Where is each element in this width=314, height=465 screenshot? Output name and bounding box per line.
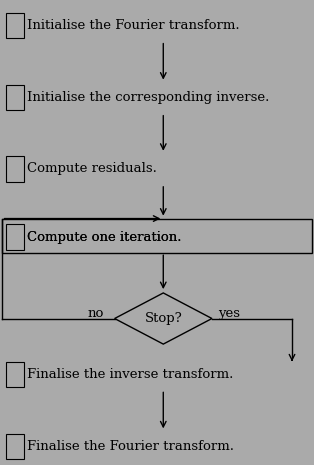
- Bar: [6, 13, 24, 39]
- Polygon shape: [115, 293, 212, 344]
- Text: no: no: [88, 307, 104, 320]
- Text: Compute one iteration.: Compute one iteration.: [27, 231, 181, 244]
- Bar: [6, 433, 24, 459]
- Bar: [6, 362, 24, 387]
- Text: Initialise the Fourier transform.: Initialise the Fourier transform.: [27, 19, 239, 32]
- Bar: [6, 85, 24, 111]
- Bar: [2, 219, 312, 253]
- Text: Stop?: Stop?: [144, 312, 182, 325]
- Bar: [6, 225, 24, 250]
- Text: Compute residuals.: Compute residuals.: [27, 162, 157, 175]
- Text: Finalise the Fourier transform.: Finalise the Fourier transform.: [27, 440, 234, 453]
- Text: yes: yes: [218, 307, 240, 320]
- Text: Initialise the corresponding inverse.: Initialise the corresponding inverse.: [27, 91, 269, 104]
- Text: Compute one iteration.: Compute one iteration.: [27, 231, 181, 244]
- Bar: [6, 225, 24, 250]
- Bar: [6, 156, 24, 181]
- Text: Finalise the inverse transform.: Finalise the inverse transform.: [27, 368, 233, 381]
